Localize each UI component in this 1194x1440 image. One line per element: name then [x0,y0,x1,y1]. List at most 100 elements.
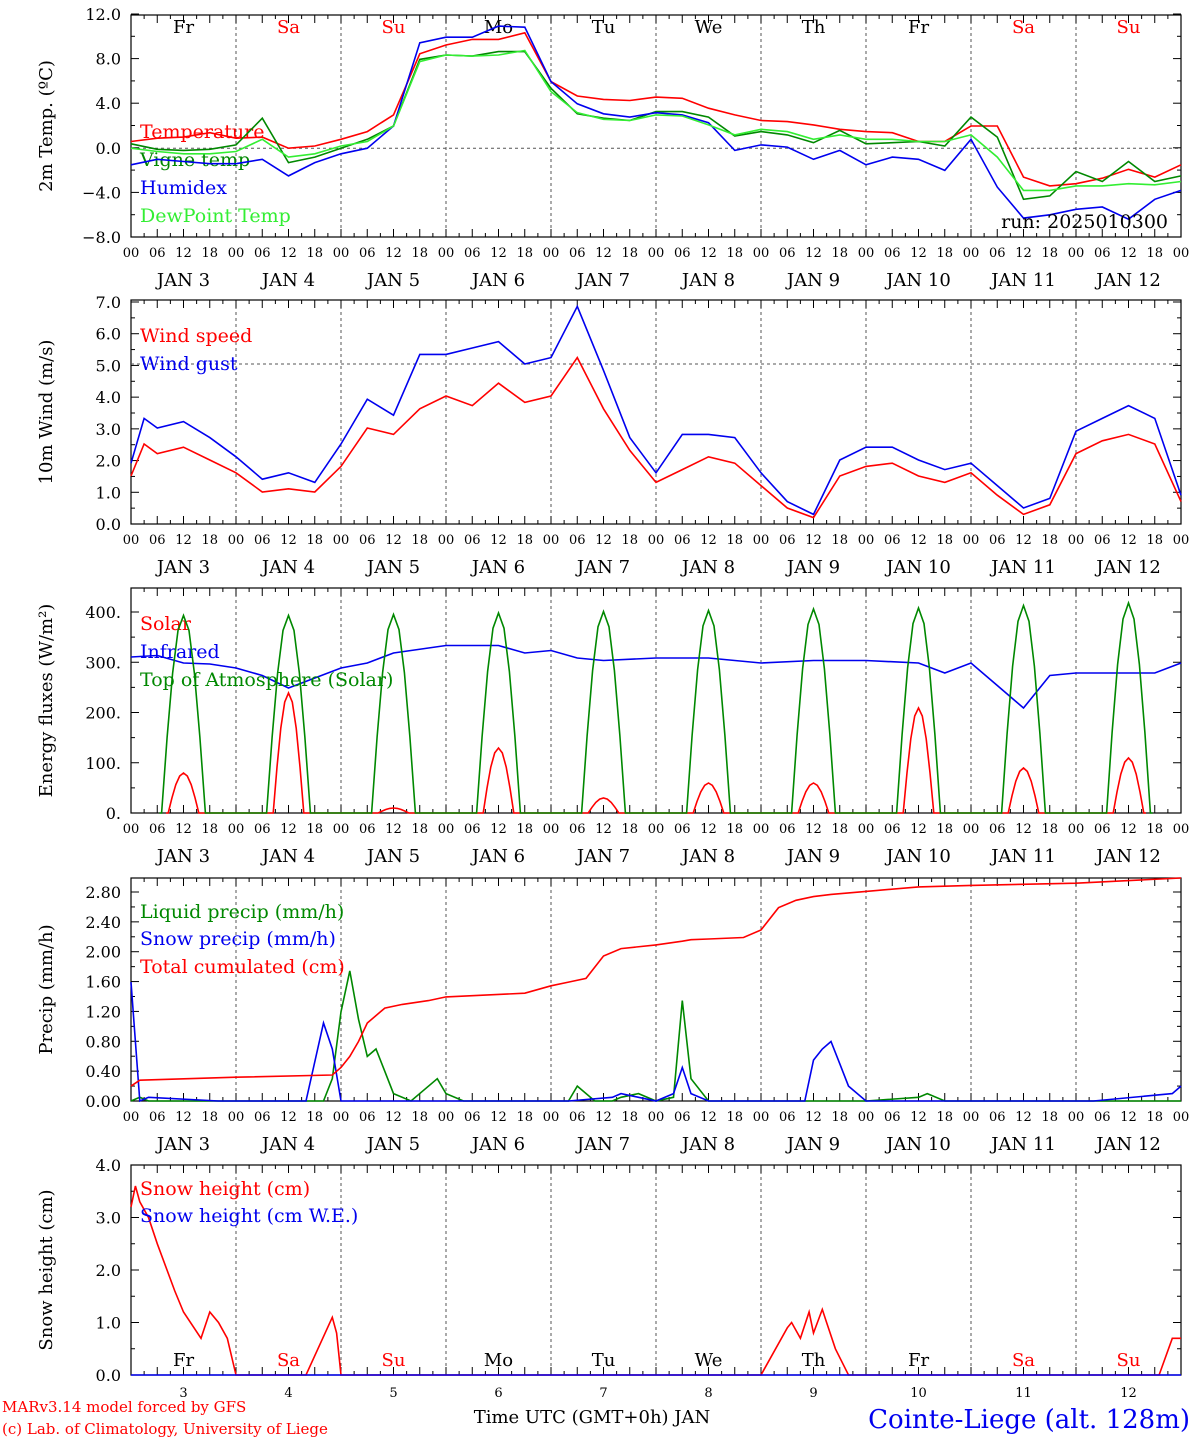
hour-tick-label: 00 [1068,246,1085,261]
y-tick-label: 200. [85,704,121,723]
hour-tick-label: 18 [1041,533,1058,548]
hour-tick-label: 12 [490,822,507,837]
hour-tick-label: 06 [569,533,586,548]
y-tick-label: 4.0 [96,94,121,113]
hour-tick-label: 06 [884,822,901,837]
hour-tick-label: 18 [936,822,953,837]
hour-tick-label: 06 [1094,246,1111,261]
date-label: JAN 12 [1094,846,1161,867]
date-label: JAN 5 [365,557,420,578]
legend-entry: Snow precip (mm/h) [140,928,336,950]
weekday-label: Fr [173,1350,194,1371]
hour-tick-label: 12 [805,533,822,548]
y-tick-label: 1.60 [85,973,121,992]
hour-tick-label: 00 [543,246,560,261]
hour-tick-label: 12 [1120,533,1137,548]
y-tick-label: 0.0 [96,515,121,534]
weekday-label: Th [802,17,826,38]
date-label: JAN 10 [884,270,951,291]
day-number-label: 8 [704,1386,712,1401]
hour-tick-label: 18 [411,1110,428,1125]
hour-tick-label: 06 [1094,533,1111,548]
hour-tick-label: 00 [1173,1110,1190,1125]
hour-tick-label: 18 [411,246,428,261]
weekday-label: Tu [592,1350,616,1371]
hour-tick-label: 00 [333,822,350,837]
legend-entry: Wind gust [140,353,238,375]
date-label: JAN 6 [470,270,525,291]
hour-tick-label: 00 [1068,822,1085,837]
hour-tick-label: 18 [306,533,323,548]
hour-tick-label: 12 [910,822,927,837]
y-tick-label: 0.40 [85,1062,121,1081]
date-label: JAN 7 [575,1134,630,1155]
series-line-snow-precip-mm-h- [130,982,1182,1103]
date-label: JAN 11 [989,846,1056,867]
hour-tick-label: 18 [201,246,218,261]
hour-tick-label: 12 [1120,246,1137,261]
hour-tick-label: 06 [1094,822,1111,837]
hour-tick-label: 18 [411,533,428,548]
hour-tick-label: 06 [359,533,376,548]
hour-tick-label: 12 [490,533,507,548]
weekday-label: Fr [908,17,929,38]
hour-tick-label: 00 [963,533,980,548]
legend-entry: Temperature [140,121,264,143]
hour-tick-label: 18 [516,246,533,261]
hour-tick-label: 12 [385,246,402,261]
hour-tick-label: 06 [989,1110,1006,1125]
hour-tick-label: 12 [175,246,192,261]
date-label: JAN 12 [1094,270,1161,291]
hour-tick-label: 06 [884,246,901,261]
y-tick-label: 3.0 [96,1209,121,1228]
hour-tick-label: 06 [359,1110,376,1125]
date-label: JAN 8 [680,1134,735,1155]
hour-tick-label: 06 [464,533,481,548]
hour-tick-label: 12 [175,822,192,837]
hour-tick-label: 06 [254,822,271,837]
date-label: JAN 9 [785,557,840,578]
series-line-infrared [130,644,1182,710]
hour-tick-label: 06 [1094,1110,1111,1125]
hour-tick-label: 12 [595,246,612,261]
legend-entry: Liquid precip (mm/h) [140,901,344,923]
hour-tick-label: 06 [674,822,691,837]
plot-frame [130,587,1182,814]
series-line-temperature [130,31,1182,187]
y-tick-label: 2.0 [96,1261,121,1280]
hour-tick-label: 00 [333,246,350,261]
hour-tick-label: 00 [1068,1110,1085,1125]
hour-tick-label: 00 [648,1110,665,1125]
y-axis-title: Energy fluxes (W/m²) [36,604,57,798]
hour-tick-label: 12 [805,822,822,837]
hour-tick-label: 12 [595,1110,612,1125]
hour-tick-label: 12 [700,533,717,548]
date-label: JAN 11 [989,1134,1056,1155]
day-number-label: 12 [1120,1386,1137,1401]
series-line-top-of-atmosphere-solar- [159,600,1153,814]
y-tick-label: 0.0 [96,139,121,158]
y-axis-title: Snow height (cm) [36,1189,57,1350]
hour-tick-label: 18 [516,1110,533,1125]
hour-tick-label: 00 [648,822,665,837]
date-label: JAN 6 [470,557,525,578]
panel-2: 00 06 12 18 00 06 12 18 00 06 12 18 00 06 12 18 00 06 12 18… [36,293,1189,578]
date-label: JAN 6 [470,846,525,867]
hour-tick-label: 18 [621,246,638,261]
day-number-label: 3 [179,1386,187,1401]
hour-tick-label: 06 [779,246,796,261]
hour-tick-label: 06 [149,1110,166,1125]
date-label: JAN 12 [1094,1134,1161,1155]
y-tick-label: −8.0 [82,228,121,247]
hour-tick-label: 00 [123,1110,140,1125]
date-label: JAN 9 [785,1134,840,1155]
date-label: JAN 4 [260,557,315,578]
series-line-wind-speed [130,356,1182,519]
hour-tick-label: 00 [228,533,245,548]
legend-entry: Humidex [140,177,227,199]
weekday-label: Su [1117,1350,1141,1371]
hour-tick-label: 12 [1015,533,1032,548]
date-label: JAN 5 [365,1134,420,1155]
hour-tick-label: 12 [175,1110,192,1125]
date-label: JAN 10 [884,1134,951,1155]
